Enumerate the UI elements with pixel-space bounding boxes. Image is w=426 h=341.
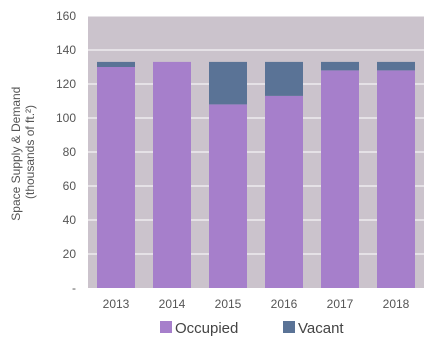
y-tick-label: 160: [56, 9, 76, 23]
y-tick-label: 60: [63, 179, 77, 193]
gridlines: [88, 15, 424, 255]
bar-occupied-2014: [153, 61, 191, 289]
y-tick-label: 100: [56, 111, 76, 125]
y-tick-label: 80: [63, 145, 77, 159]
bar-occupied-2016: [265, 95, 303, 289]
y-axis-label: Space Supply & Demand (thousands of ft.²…: [9, 83, 37, 220]
bar-vacant-2015: [209, 61, 247, 105]
bar-occupied-2013: [97, 67, 135, 288]
bar-vacant-2018: [377, 61, 415, 71]
legend-swatch-vacant: [283, 321, 295, 333]
legend-swatch-occupied: [160, 321, 172, 333]
x-tick-label: 2013: [103, 297, 130, 311]
bar-vacant-2016: [265, 61, 303, 96]
legend-label-occupied: Occupied: [175, 320, 238, 337]
y-tick-label: 140: [56, 43, 76, 57]
x-tick-label: 2016: [271, 297, 298, 311]
x-axis-ticks: 2013 2014 2015 2016 2017 2018: [103, 297, 410, 311]
x-tick-label: 2018: [383, 297, 410, 311]
legend: Occupied Vacant: [160, 320, 344, 337]
bar-occupied-2015: [209, 104, 247, 289]
bars: [97, 61, 415, 289]
y-axis-ticks: - 20 40 60 80 100 120 140 160: [56, 9, 76, 295]
y-tick-label: -: [72, 281, 76, 295]
legend-label-vacant: Vacant: [298, 320, 344, 337]
y-axis-label-line-2: (thousands of ft.²): [23, 105, 37, 199]
bar-vacant-2017: [321, 61, 359, 71]
x-tick-label: 2014: [159, 297, 186, 311]
y-tick-label: 120: [56, 77, 76, 91]
bar-vacant-2013: [97, 61, 135, 67]
bar-occupied-2018: [377, 70, 415, 289]
bar-occupied-2017: [321, 70, 359, 289]
y-tick-label: 40: [63, 213, 77, 227]
y-axis-label-line-1: Space Supply & Demand: [9, 87, 23, 221]
x-tick-label: 2015: [215, 297, 242, 311]
y-tick-label: 20: [63, 247, 77, 261]
x-tick-label: 2017: [327, 297, 354, 311]
